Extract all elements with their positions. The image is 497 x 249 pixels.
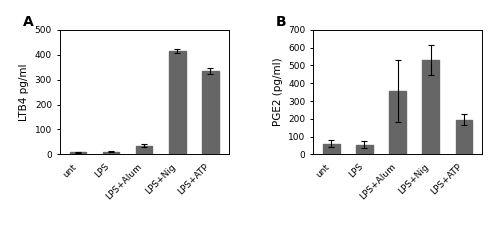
- Bar: [323, 144, 339, 154]
- Text: A: A: [22, 15, 33, 29]
- Bar: [422, 60, 439, 154]
- Bar: [103, 152, 119, 154]
- Y-axis label: PGE2 (pg/ml): PGE2 (pg/ml): [273, 58, 283, 126]
- Bar: [389, 91, 406, 154]
- Bar: [136, 146, 153, 154]
- Bar: [70, 152, 86, 154]
- Bar: [456, 120, 472, 154]
- Bar: [169, 51, 185, 154]
- Bar: [356, 145, 373, 154]
- Text: B: B: [276, 15, 287, 29]
- Y-axis label: LTB4 pg/ml: LTB4 pg/ml: [19, 63, 29, 121]
- Bar: [202, 71, 219, 154]
